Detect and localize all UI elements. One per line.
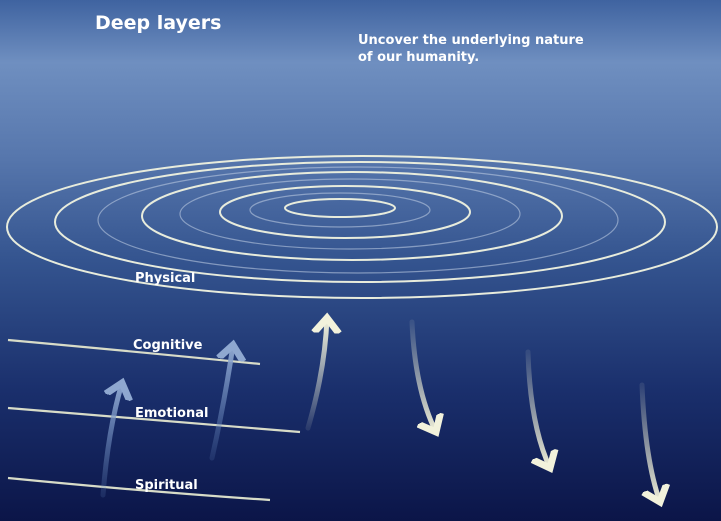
layer-label: Physical — [135, 271, 195, 286]
arrows — [100, 318, 660, 502]
subtitle-line: Uncover the underlying nature — [358, 33, 584, 48]
layer-label: Spiritual — [135, 478, 198, 493]
layer-label: Emotional — [135, 406, 208, 421]
layer-label: Cognitive — [133, 338, 203, 353]
subtitle-line: of our humanity. — [358, 50, 479, 65]
ripples — [6, 155, 718, 299]
title: Deep layers — [95, 12, 221, 34]
